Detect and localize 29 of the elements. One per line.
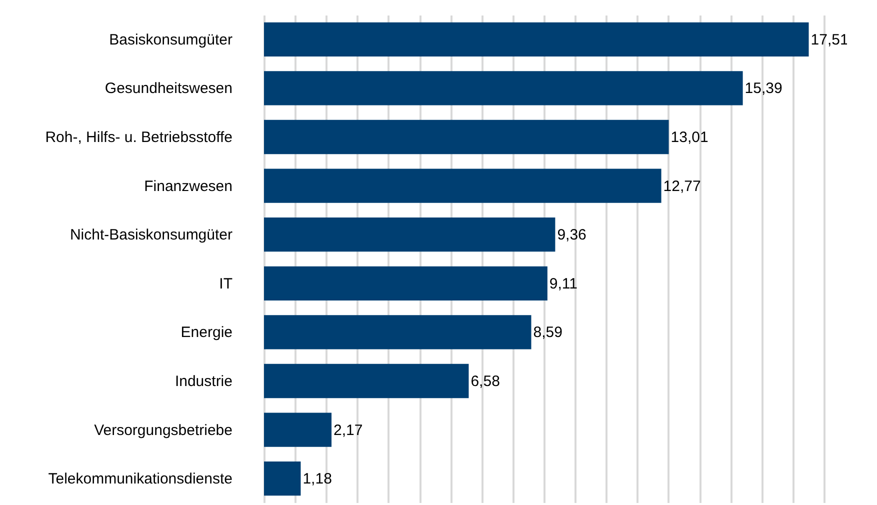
bar (264, 462, 301, 496)
y-tick-label: Industrie (174, 373, 232, 390)
bar (264, 266, 548, 300)
data-label: 8,59 (533, 324, 562, 342)
y-tick-label: Versorgungsbetriebe (94, 422, 232, 439)
bar (264, 120, 669, 154)
y-tick-label: IT (219, 275, 232, 292)
data-label: 9,11 (549, 275, 578, 292)
y-tick-label: Finanzwesen (144, 178, 232, 195)
bar (264, 364, 469, 398)
bar (264, 168, 662, 203)
bar (264, 71, 743, 106)
bar (264, 22, 809, 56)
y-tick-label: Gesundheitswesen (104, 80, 232, 98)
data-label: 1,18 (302, 470, 332, 488)
y-tick-label: Energie (180, 324, 232, 342)
y-tick-label: Roh-, Hilfs- u. Betriebsstoffe (45, 129, 232, 146)
bar (264, 315, 532, 350)
y-tick-label: Basiskonsumgüter (109, 31, 232, 48)
bar (264, 412, 332, 447)
y-tick-label: Nicht-Basiskonsumgüter (70, 226, 233, 244)
bar (264, 218, 556, 252)
data-label: 12,77 (663, 178, 701, 195)
data-label: 9,36 (557, 226, 586, 244)
data-label: 15,39 (744, 80, 782, 98)
data-label: 2,17 (334, 422, 363, 439)
data-label: 6,58 (470, 373, 500, 390)
data-label: 13,01 (670, 129, 708, 146)
y-tick-label: Telekommunikationsdienste (48, 470, 232, 488)
